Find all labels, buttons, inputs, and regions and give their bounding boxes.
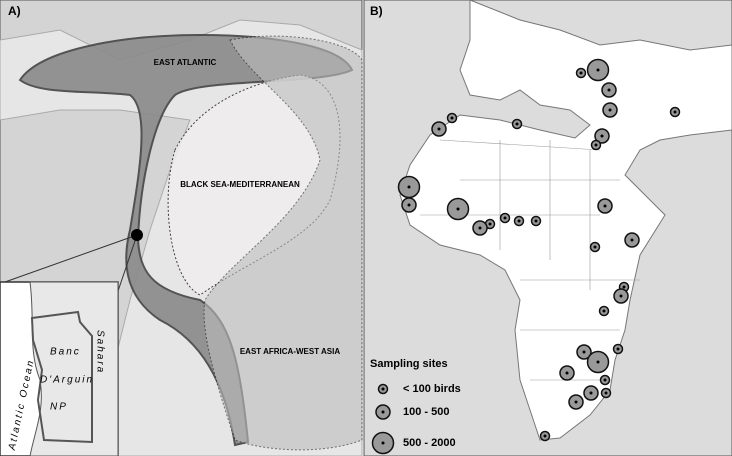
site-dot xyxy=(596,68,600,72)
legend-label: 500 - 2000 xyxy=(403,437,456,449)
site-dot xyxy=(534,219,538,223)
site-dot xyxy=(593,245,597,249)
park-label: NP xyxy=(50,402,68,413)
site-dot xyxy=(600,134,604,138)
site-dot xyxy=(603,378,607,382)
east-africa-west-asia-flyway xyxy=(203,35,363,451)
site-dot xyxy=(381,387,385,391)
site-dot xyxy=(602,309,606,313)
site-dot xyxy=(381,410,385,414)
leader-line xyxy=(4,234,138,283)
site-dot xyxy=(503,216,507,220)
site-dot xyxy=(515,122,519,126)
site-dot xyxy=(543,434,547,438)
region-label: BLACK SEA-MEDITERRANEAN xyxy=(180,180,300,189)
region-label: EAST AFRICA-WEST ASIA xyxy=(240,347,341,356)
site-dot xyxy=(603,204,607,208)
site-dot xyxy=(381,441,385,445)
desert-label: Sahara xyxy=(94,330,105,374)
site-dot xyxy=(607,88,611,92)
site-dot xyxy=(517,219,521,223)
panel-b: B) Sampling sites < 100 birds 100 - 500 … xyxy=(363,0,732,456)
study-site xyxy=(131,229,143,241)
site-dot xyxy=(619,294,623,298)
panel-a: EAST ATLANTIC BLACK SEA-MEDITERRANEAN EA… xyxy=(0,0,363,456)
park-label: Banc xyxy=(50,347,81,358)
panel-label: A) xyxy=(8,4,21,18)
land xyxy=(399,0,732,441)
site-dot xyxy=(582,350,586,354)
site-dot xyxy=(456,207,460,211)
site-dot xyxy=(437,127,441,131)
site-dot xyxy=(596,360,600,364)
site-dot xyxy=(579,71,583,75)
site-dot xyxy=(589,391,593,395)
park-boundary xyxy=(30,310,93,444)
site-dot xyxy=(574,400,578,404)
site-dot xyxy=(407,203,411,207)
site-dot xyxy=(407,185,411,189)
panel-label: B) xyxy=(370,4,383,18)
legend-label: 100 - 500 xyxy=(403,406,449,418)
site-dot xyxy=(478,226,482,230)
site-dot xyxy=(604,391,608,395)
site-dot xyxy=(488,222,492,226)
region-label: EAST ATLANTIC xyxy=(154,58,217,67)
site-dot xyxy=(616,347,620,351)
site-dot xyxy=(565,371,569,375)
site-dot xyxy=(608,108,612,112)
park-label: D'Arguin xyxy=(40,375,94,386)
site-dot xyxy=(622,285,626,289)
legend-label: < 100 birds xyxy=(403,383,461,395)
site-dot xyxy=(673,110,677,114)
site-dot xyxy=(450,116,454,120)
legend-title: Sampling sites xyxy=(370,358,448,370)
site-dot xyxy=(594,143,598,147)
site-dot xyxy=(630,238,634,242)
